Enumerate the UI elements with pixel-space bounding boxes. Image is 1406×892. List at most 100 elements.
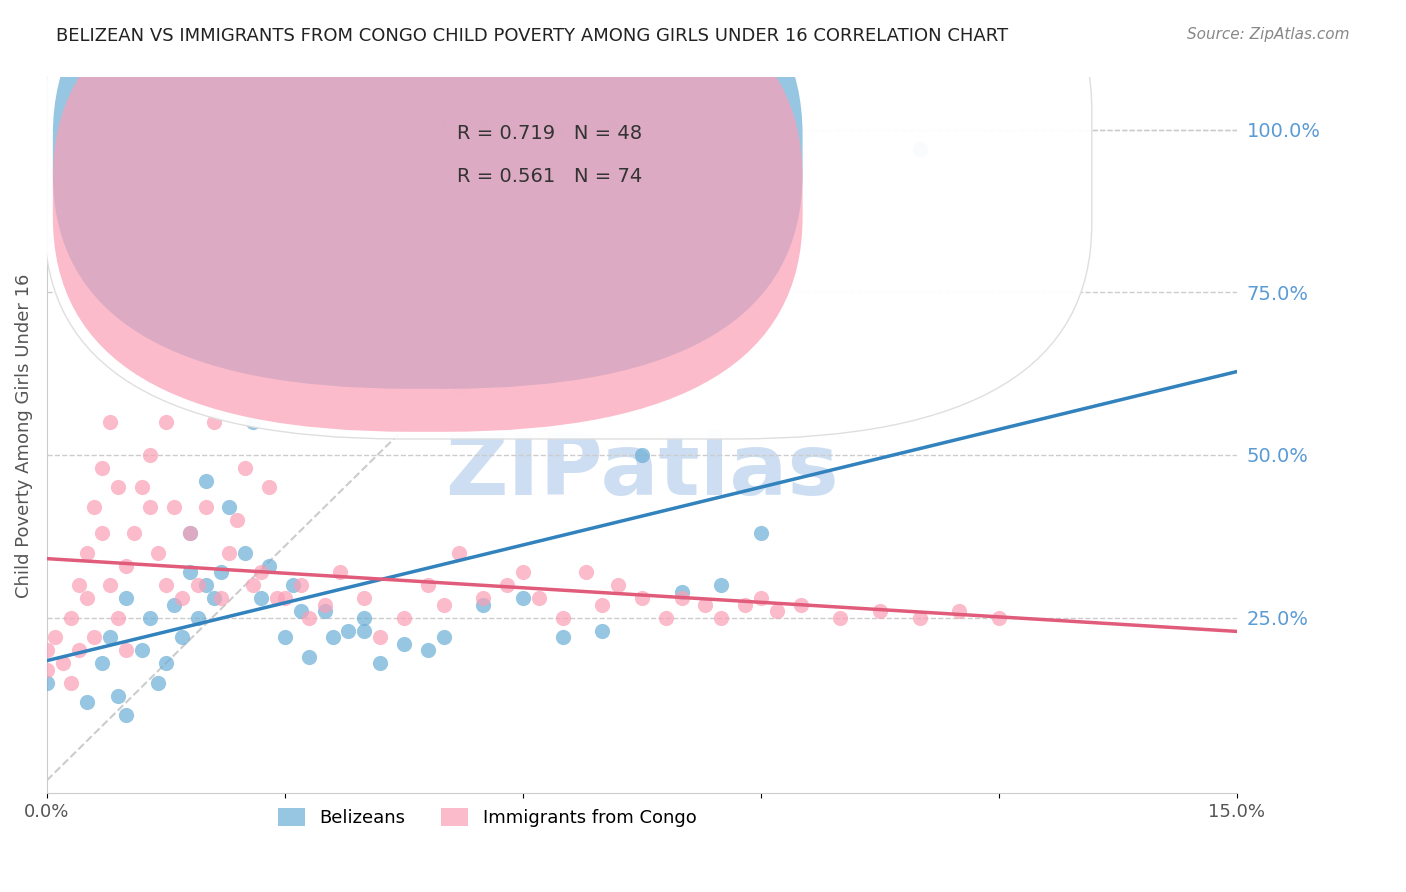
Point (218, 545, 240, 559)
Point (35, 675, 58, 690)
Point (257, 480, 280, 494)
Point (194, 500, 217, 514)
Point (274, 591, 297, 606)
Point (67, 578, 90, 592)
Point (115, 558, 138, 573)
Y-axis label: Child Poverty Among Girls Under 16: Child Poverty Among Girls Under 16 (15, 273, 32, 598)
Point (353, 624, 375, 638)
Point (551, 630, 574, 644)
Point (695, 598, 717, 612)
Point (416, 578, 439, 592)
Point (314, 604, 336, 618)
Point (869, 604, 891, 618)
Point (671, 584, 693, 599)
Point (298, 649, 321, 664)
Point (432, 630, 454, 644)
Point (551, 610, 574, 624)
Point (353, 610, 375, 624)
Point (233, 545, 256, 559)
Text: R = 0.719   N = 48: R = 0.719 N = 48 (457, 124, 643, 143)
Point (789, 598, 811, 612)
Point (575, 565, 598, 579)
Point (107, 480, 129, 494)
Point (98, 578, 121, 592)
Point (734, 598, 756, 612)
Point (496, 578, 519, 592)
Point (749, 591, 772, 606)
Point (353, 591, 375, 606)
Point (512, 565, 534, 579)
FancyBboxPatch shape (53, 0, 803, 432)
Point (35, 643, 58, 657)
Point (170, 630, 193, 644)
Point (155, 416, 177, 430)
Point (274, 630, 297, 644)
Point (187, 578, 209, 592)
Point (179, 526, 201, 541)
Point (749, 526, 772, 541)
Point (710, 578, 733, 592)
Point (392, 637, 415, 651)
Text: R = 0.719   N = 48: R = 0.719 N = 48 (457, 124, 643, 143)
Point (908, 610, 931, 624)
Point (155, 578, 177, 592)
Point (250, 591, 273, 606)
Point (218, 500, 240, 514)
Point (242, 578, 264, 592)
Point (163, 598, 186, 612)
Point (290, 604, 312, 618)
Point (908, 142, 931, 156)
Point (67, 643, 90, 657)
Point (432, 598, 454, 612)
Point (115, 643, 138, 657)
Point (139, 500, 162, 514)
Point (765, 604, 787, 618)
Point (187, 610, 209, 624)
Text: ZIPatlas: ZIPatlas (446, 430, 839, 513)
Point (131, 480, 153, 494)
Point (179, 565, 201, 579)
Point (59, 610, 82, 624)
Point (281, 578, 304, 592)
Point (107, 689, 129, 703)
Point (329, 565, 352, 579)
Point (179, 526, 201, 541)
Point (987, 610, 1010, 624)
Point (155, 656, 177, 670)
Point (83, 500, 105, 514)
FancyBboxPatch shape (45, 0, 1092, 439)
Text: BELIZEAN VS IMMIGRANTS FROM CONGO CHILD POVERTY AMONG GIRLS UNDER 16 CORRELATION: BELIZEAN VS IMMIGRANTS FROM CONGO CHILD … (56, 27, 1008, 45)
Text: R = 0.561   N = 74: R = 0.561 N = 74 (457, 167, 643, 186)
Point (146, 545, 169, 559)
Point (472, 598, 495, 612)
Point (257, 558, 280, 573)
Point (671, 591, 693, 606)
Point (266, 591, 288, 606)
Point (591, 598, 613, 612)
FancyBboxPatch shape (53, 0, 803, 389)
Point (115, 591, 138, 606)
Text: R = 0.719   N = 48: R = 0.719 N = 48 (422, 120, 620, 139)
Point (654, 610, 676, 624)
Point (209, 591, 232, 606)
Point (76, 695, 98, 709)
Point (209, 565, 232, 579)
Point (830, 610, 852, 624)
Point (202, 591, 225, 606)
Point (631, 448, 654, 462)
Point (290, 578, 312, 592)
Point (163, 500, 186, 514)
Point (242, 416, 264, 430)
Point (607, 578, 630, 592)
Point (226, 513, 249, 527)
Point (131, 643, 153, 657)
Point (392, 610, 415, 624)
Point (202, 416, 225, 430)
Point (139, 610, 162, 624)
Point (250, 565, 273, 579)
Point (83, 630, 105, 644)
Point (472, 591, 495, 606)
Point (233, 461, 256, 475)
Legend: Belizeans, Immigrants from Congo: Belizeans, Immigrants from Congo (270, 801, 704, 834)
Point (44, 630, 66, 644)
